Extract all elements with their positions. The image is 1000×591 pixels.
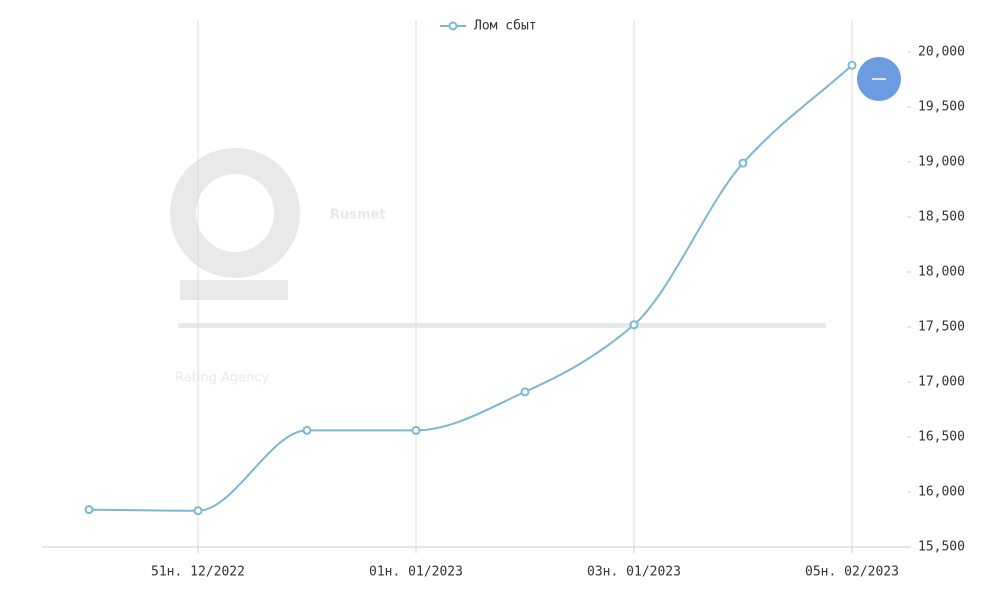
legend-item[interactable]: Лом сбыт — [440, 19, 537, 34]
point-marker — [738, 158, 748, 168]
series-line — [88, 64, 853, 512]
y-tick-label: 18,500 — [918, 210, 965, 225]
x-tick-label: 05н. 02/2023 — [805, 565, 899, 580]
point-marker — [84, 505, 94, 515]
y-tick-label: 19,000 — [918, 155, 965, 170]
point-marker — [302, 425, 312, 435]
watermark-logo — [180, 280, 288, 300]
zoom-button[interactable] — [857, 57, 901, 101]
y-tick-label: 16,500 — [918, 430, 965, 445]
point-marker — [629, 320, 639, 330]
y-tick-label: 17,500 — [918, 320, 965, 335]
point-marker — [847, 60, 857, 70]
watermark-rule — [178, 323, 826, 328]
x-tick-label: 51н. 12/2022 — [151, 565, 245, 580]
legend-label: Лом сбыт — [474, 19, 537, 34]
x-tick-label: 01н. 01/2023 — [369, 565, 463, 580]
y-tick-label: 16,000 — [918, 485, 965, 500]
y-tick-label: 15,500 — [918, 540, 965, 555]
legend-symbol — [448, 21, 458, 31]
watermark-text: Rusmet — [330, 208, 386, 223]
watermark: Rusmet Rating Agency — [170, 148, 826, 386]
point-marker — [193, 506, 203, 516]
y-tick-label: 19,500 — [918, 100, 965, 115]
x-tick-label: 03н. 01/2023 — [587, 565, 681, 580]
point-marker — [520, 387, 530, 397]
y-tick-label: 18,000 — [918, 265, 965, 280]
y-tick-label: 17,000 — [918, 375, 965, 390]
y-tick-label: 20,000 — [918, 45, 965, 60]
watermark-text: Rating Agency — [175, 371, 270, 386]
watermark-logo — [170, 148, 300, 278]
point-marker — [411, 425, 421, 435]
